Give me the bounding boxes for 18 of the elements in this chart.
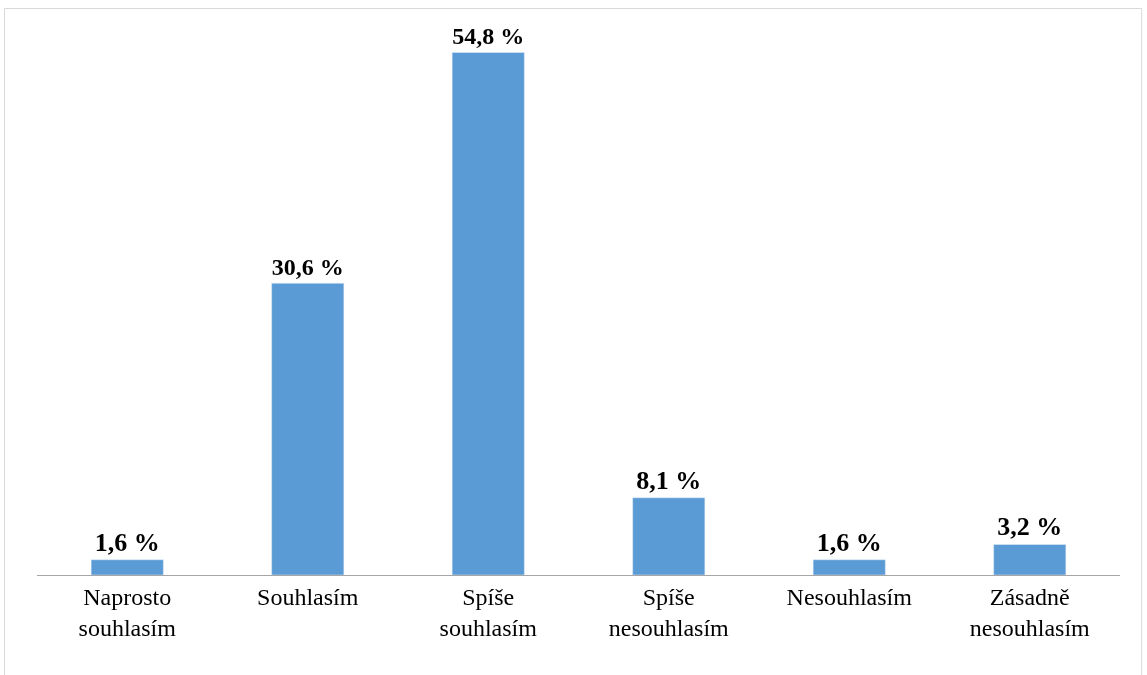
x-tick-label: Naprosto souhlasím (78, 583, 177, 641)
data-label: 8,1 % (636, 465, 702, 495)
x-tick-label: Nesouhlasím (786, 583, 913, 610)
data-label: 54,8 % (452, 22, 525, 49)
data-label: 1,6 % (816, 527, 882, 557)
bar (812, 559, 886, 575)
x-tick-label: Zásadně nesouhlasím (969, 583, 1091, 641)
bar (632, 497, 706, 575)
bar (451, 52, 525, 575)
x-tick-label: Souhlasím (257, 583, 359, 610)
data-label: 30,6 % (271, 253, 344, 280)
x-tick-label: Spíše souhlasím (439, 583, 538, 641)
data-label: 1,6 % (94, 527, 160, 557)
bar (90, 559, 164, 575)
bar (271, 282, 345, 575)
data-label: 3,2 % (997, 512, 1063, 542)
bar (993, 544, 1067, 575)
x-tick-label: Spíše nesouhlasím (608, 583, 730, 641)
